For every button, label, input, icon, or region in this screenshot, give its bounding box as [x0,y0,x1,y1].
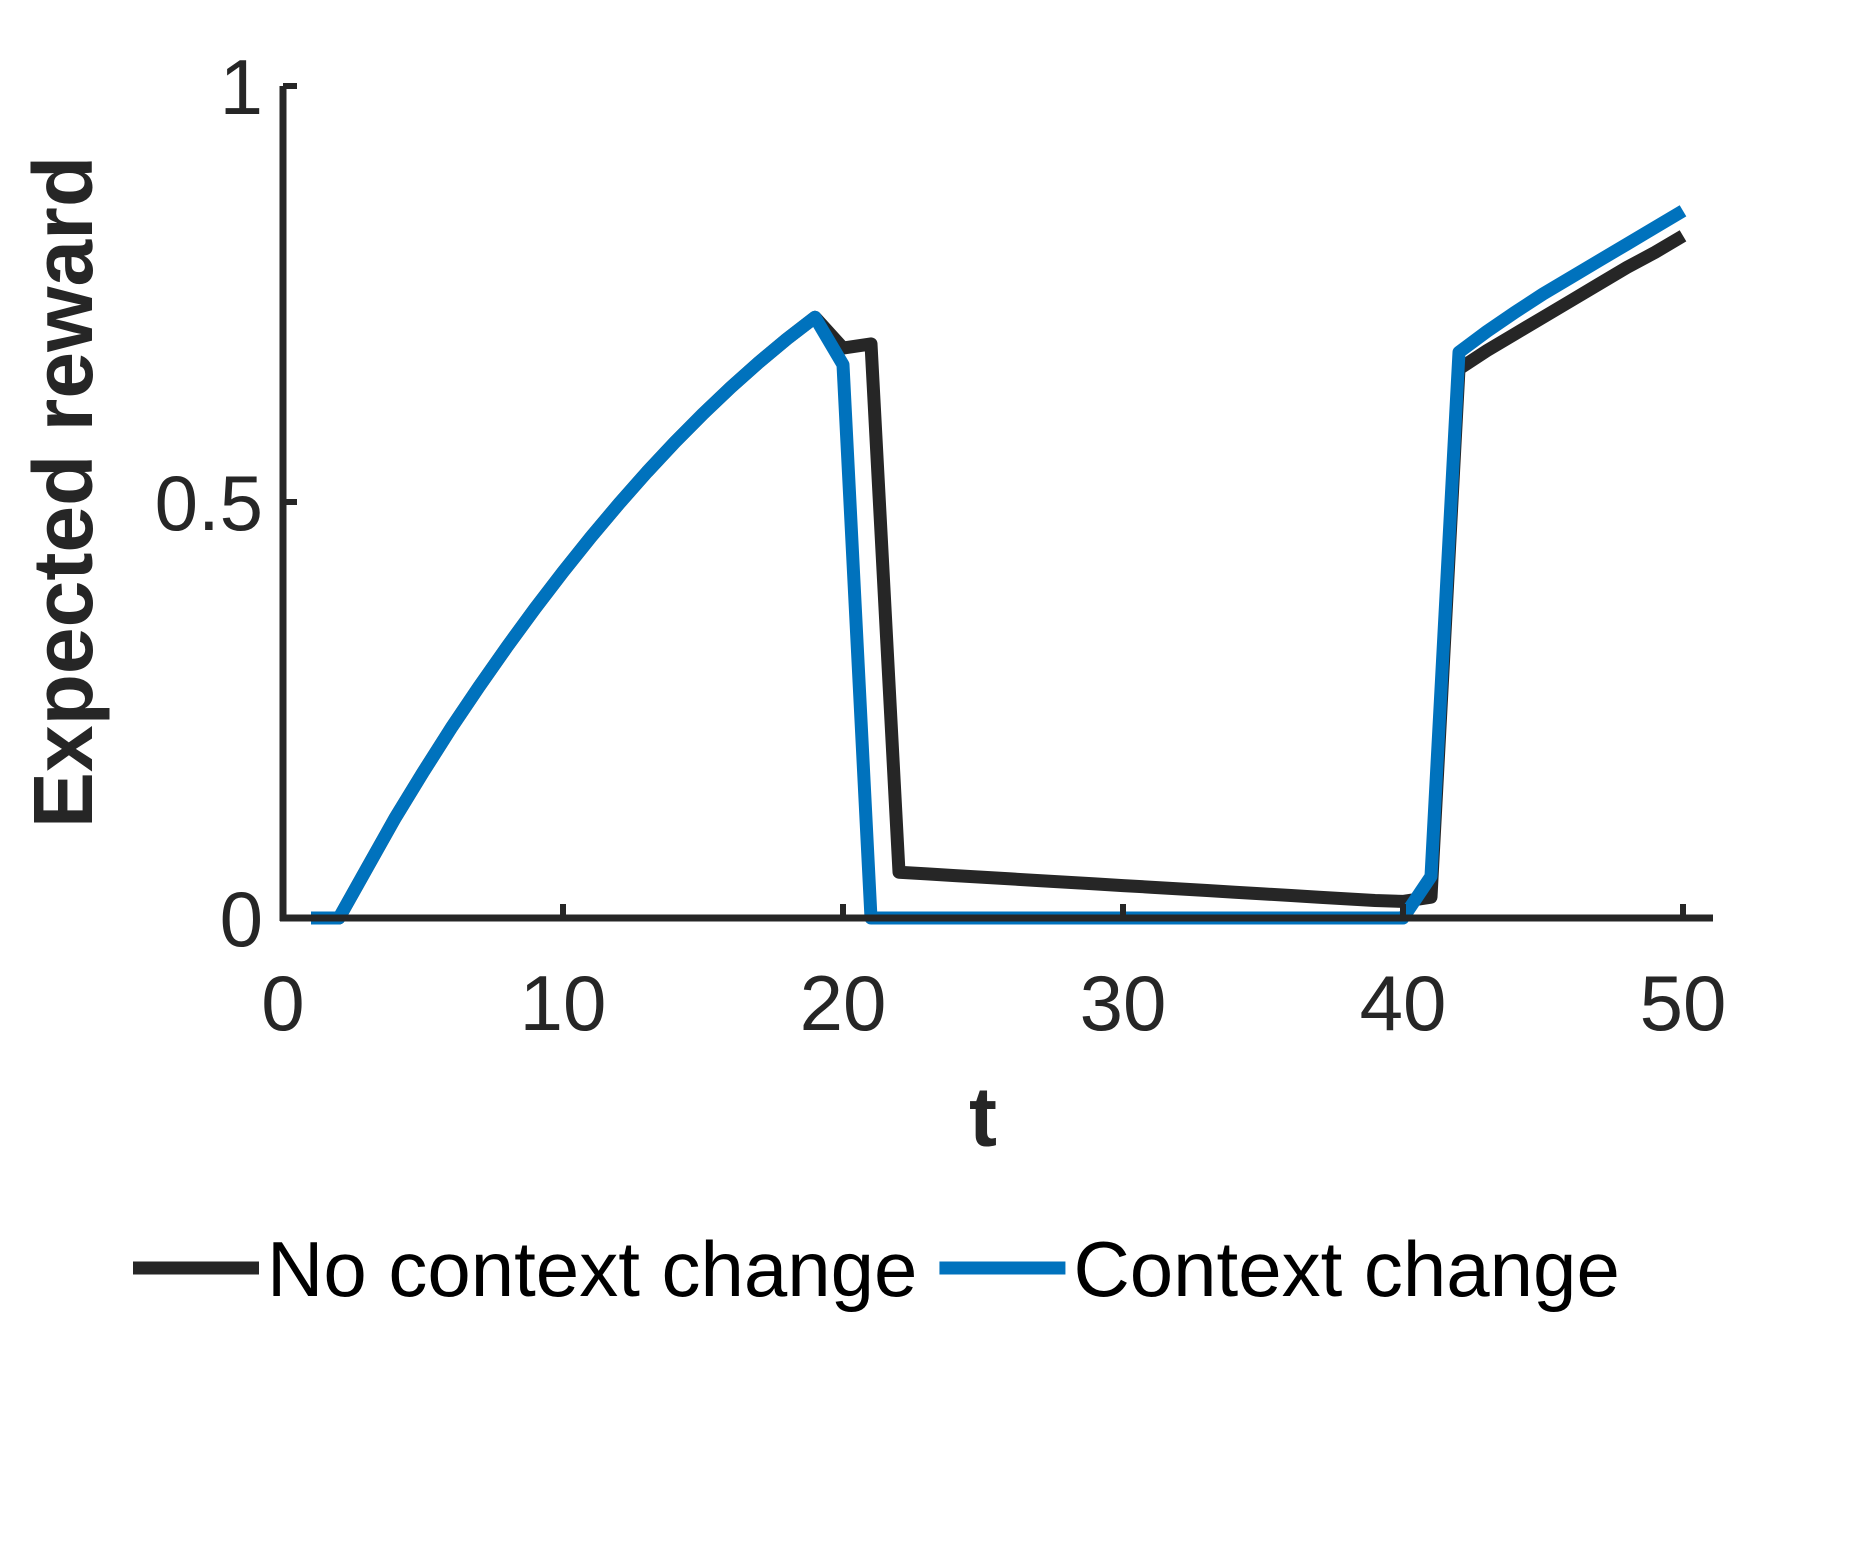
tick-labels: 0 10 20 30 40 50 0 0.5 1 [155,43,1727,1047]
legend-label-2: Context change [1073,1225,1619,1313]
y-axis-title: Expected reward [16,156,110,828]
y-tick-label: 1 [220,43,263,131]
legend: No context change Context change [133,1225,1620,1313]
y-tick-label: 0 [220,875,263,963]
x-axis-title: t [969,1070,997,1164]
x-tick-label: 30 [1080,959,1167,1047]
x-tick-label: 10 [520,959,607,1047]
x-tick-label: 0 [261,959,304,1047]
legend-label-1: No context change [267,1225,917,1313]
plot-lines [311,205,1687,925]
y-tick-label: 0.5 [155,459,263,547]
x-tick-label: 40 [1360,959,1447,1047]
axes [279,83,1713,922]
series-line-2 [311,205,1687,925]
x-tick-label: 50 [1640,959,1727,1047]
x-tick-label: 20 [800,959,887,1047]
